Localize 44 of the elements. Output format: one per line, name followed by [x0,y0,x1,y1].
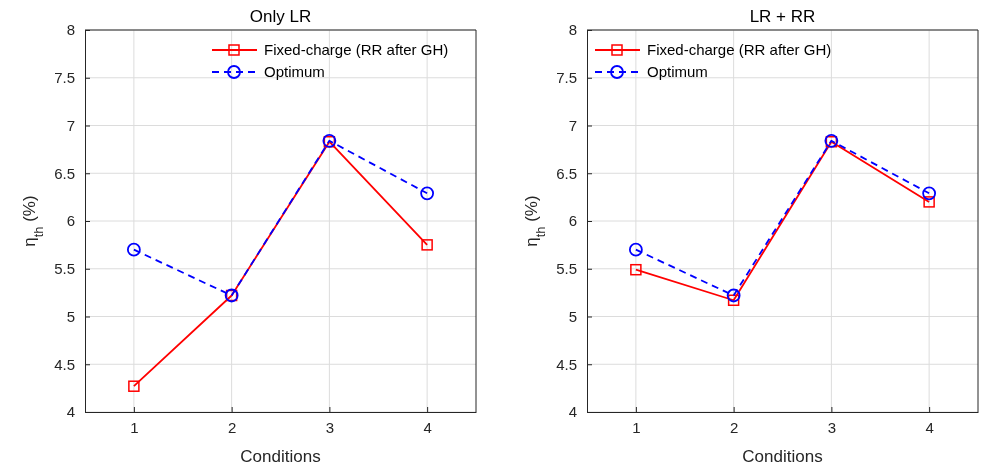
x-tick-label: 4 [423,418,432,436]
y-tick-label: 5 [568,307,577,325]
y-tick-label: 4 [66,403,75,421]
point [126,242,141,257]
legend-label: Optimum [647,63,708,80]
legend-label: Fixed-charge (RR after GH) [647,41,832,58]
y-tick-label: 4 [568,403,577,421]
y-tick-label: 5.5 [54,260,75,278]
legend-label: Fixed-charge (RR after GH) [264,41,449,58]
point [726,288,741,303]
x-tick-label: 2 [729,418,739,436]
y-tick-label: 7 [66,116,75,134]
y-tick-label: 8 [568,21,577,39]
x-tick-label: 3 [325,418,335,436]
x-tick-label: 3 [827,418,837,436]
y-tick-label: 6.5 [54,164,75,182]
x-tick-label: 4 [925,418,934,436]
y-tick-label: 6 [66,212,75,230]
legend-label: Optimum [264,63,325,80]
x-tick-label: 1 [632,418,641,436]
y-tick-label: 7 [568,116,577,134]
point [420,186,435,201]
point [923,196,935,208]
y-tick-label: 7.5 [556,69,577,87]
y-tick-label: 6 [568,212,577,230]
point [727,294,740,307]
y-tick-label: 6.5 [556,164,577,182]
y-tick-label: 5.5 [556,260,577,278]
y-tick-label: 8 [66,21,75,39]
x-tick-label: 2 [227,418,237,436]
y-tick-label: 4.5 [556,355,577,373]
y-tick-label: 5 [66,307,75,325]
y-tick-label: 4.5 [54,355,75,373]
x-tick-label: 1 [130,418,139,436]
y-tick-label: 7.5 [54,69,75,87]
x-axis-title: Conditions [240,447,321,466]
x-axis-title: Conditions [742,447,823,466]
point [630,263,642,276]
point [628,242,643,257]
point [128,380,140,392]
chart-title: Only LR [249,7,312,26]
point [421,239,433,251]
point [922,186,937,201]
chart-title: LR + RR [749,7,816,26]
